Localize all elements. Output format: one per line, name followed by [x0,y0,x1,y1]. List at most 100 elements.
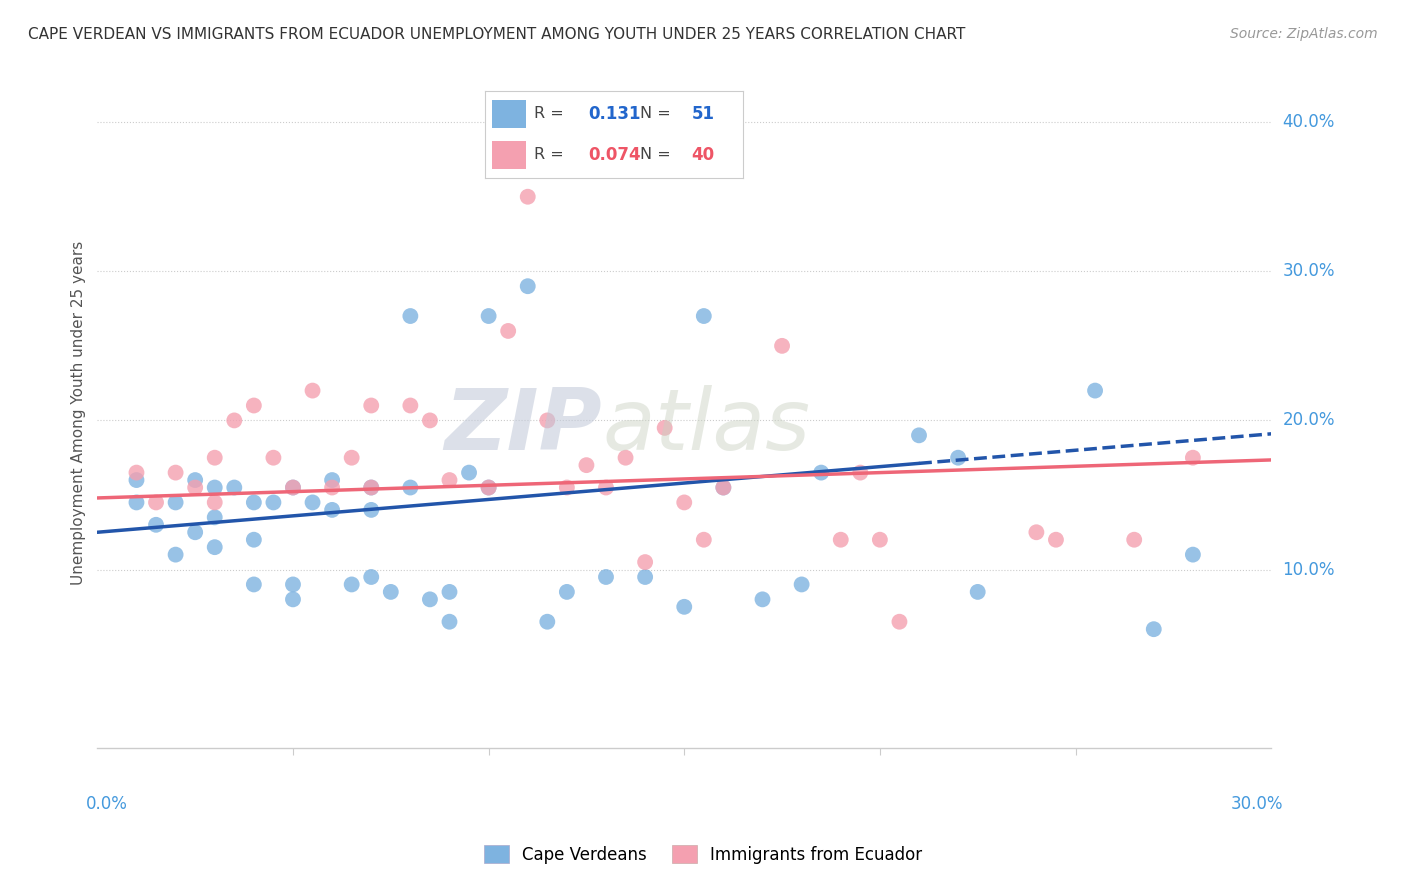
Point [634,570,657,584]
Point [536,615,558,629]
Point [243,399,266,413]
Legend: Cape Verdeans, Immigrants from Ecuador: Cape Verdeans, Immigrants from Ecuador [477,838,929,871]
Point [516,190,538,204]
Point [536,413,558,427]
Point [419,413,441,427]
Point [204,481,226,495]
Point [439,473,461,487]
Point [575,458,598,472]
Point [711,481,734,495]
Point [1123,533,1146,547]
Point [204,510,226,524]
Point [360,503,382,517]
Y-axis label: Unemployment Among Youth under 25 years: Unemployment Among Youth under 25 years [72,241,86,585]
Point [810,466,832,480]
Point [204,450,226,465]
Point [165,548,187,562]
Point [399,481,422,495]
Point [869,533,891,547]
Point [849,466,872,480]
Point [595,481,617,495]
Point [340,577,363,591]
Point [693,309,716,323]
Point [478,309,501,323]
Point [360,481,382,495]
Point [165,466,187,480]
Point [770,339,793,353]
Point [184,473,207,487]
Point [204,540,226,554]
Point [204,495,226,509]
Point [321,481,343,495]
Point [321,503,343,517]
Point [165,495,187,509]
Text: 20.0%: 20.0% [1282,411,1334,429]
Point [419,592,441,607]
Point [439,615,461,629]
Point [1143,622,1166,636]
Point [946,450,969,465]
Point [1181,450,1204,465]
Point [908,428,931,442]
Point [1181,548,1204,562]
Point [360,399,382,413]
Point [281,577,304,591]
Point [634,555,657,569]
Point [224,413,246,427]
Text: CAPE VERDEAN VS IMMIGRANTS FROM ECUADOR UNEMPLOYMENT AMONG YOUTH UNDER 25 YEARS : CAPE VERDEAN VS IMMIGRANTS FROM ECUADOR … [28,27,966,42]
Point [340,450,363,465]
Point [125,473,148,487]
Point [555,585,578,599]
Point [751,592,773,607]
Point [516,279,538,293]
Point [614,450,637,465]
Point [243,577,266,591]
Point [673,495,696,509]
Point [301,384,323,398]
Text: Source: ZipAtlas.com: Source: ZipAtlas.com [1230,27,1378,41]
Point [243,533,266,547]
Point [262,450,284,465]
Point [790,577,813,591]
Point [262,495,284,509]
Point [595,570,617,584]
Point [360,481,382,495]
Point [654,421,676,435]
Text: 10.0%: 10.0% [1282,560,1334,579]
Text: ZIP: ZIP [444,384,602,468]
Text: 30.0%: 30.0% [1230,796,1282,814]
Text: 40.0%: 40.0% [1282,113,1334,131]
Point [243,495,266,509]
Point [321,473,343,487]
Point [224,481,246,495]
Point [711,481,734,495]
Text: atlas: atlas [602,384,810,468]
Point [496,324,519,338]
Point [301,495,323,509]
Point [399,309,422,323]
Point [1084,384,1107,398]
Point [458,466,481,480]
Point [1045,533,1067,547]
Text: 30.0%: 30.0% [1282,262,1334,280]
Point [478,481,501,495]
Point [184,525,207,540]
Point [125,495,148,509]
Point [360,570,382,584]
Point [399,399,422,413]
Point [281,481,304,495]
Point [1025,525,1047,540]
Point [693,533,716,547]
Point [830,533,852,547]
Point [478,481,501,495]
Point [281,481,304,495]
Point [184,481,207,495]
Point [889,615,911,629]
Point [281,592,304,607]
Point [145,517,167,532]
Point [673,599,696,614]
Point [125,466,148,480]
Text: 0.0%: 0.0% [86,796,128,814]
Point [145,495,167,509]
Point [555,481,578,495]
